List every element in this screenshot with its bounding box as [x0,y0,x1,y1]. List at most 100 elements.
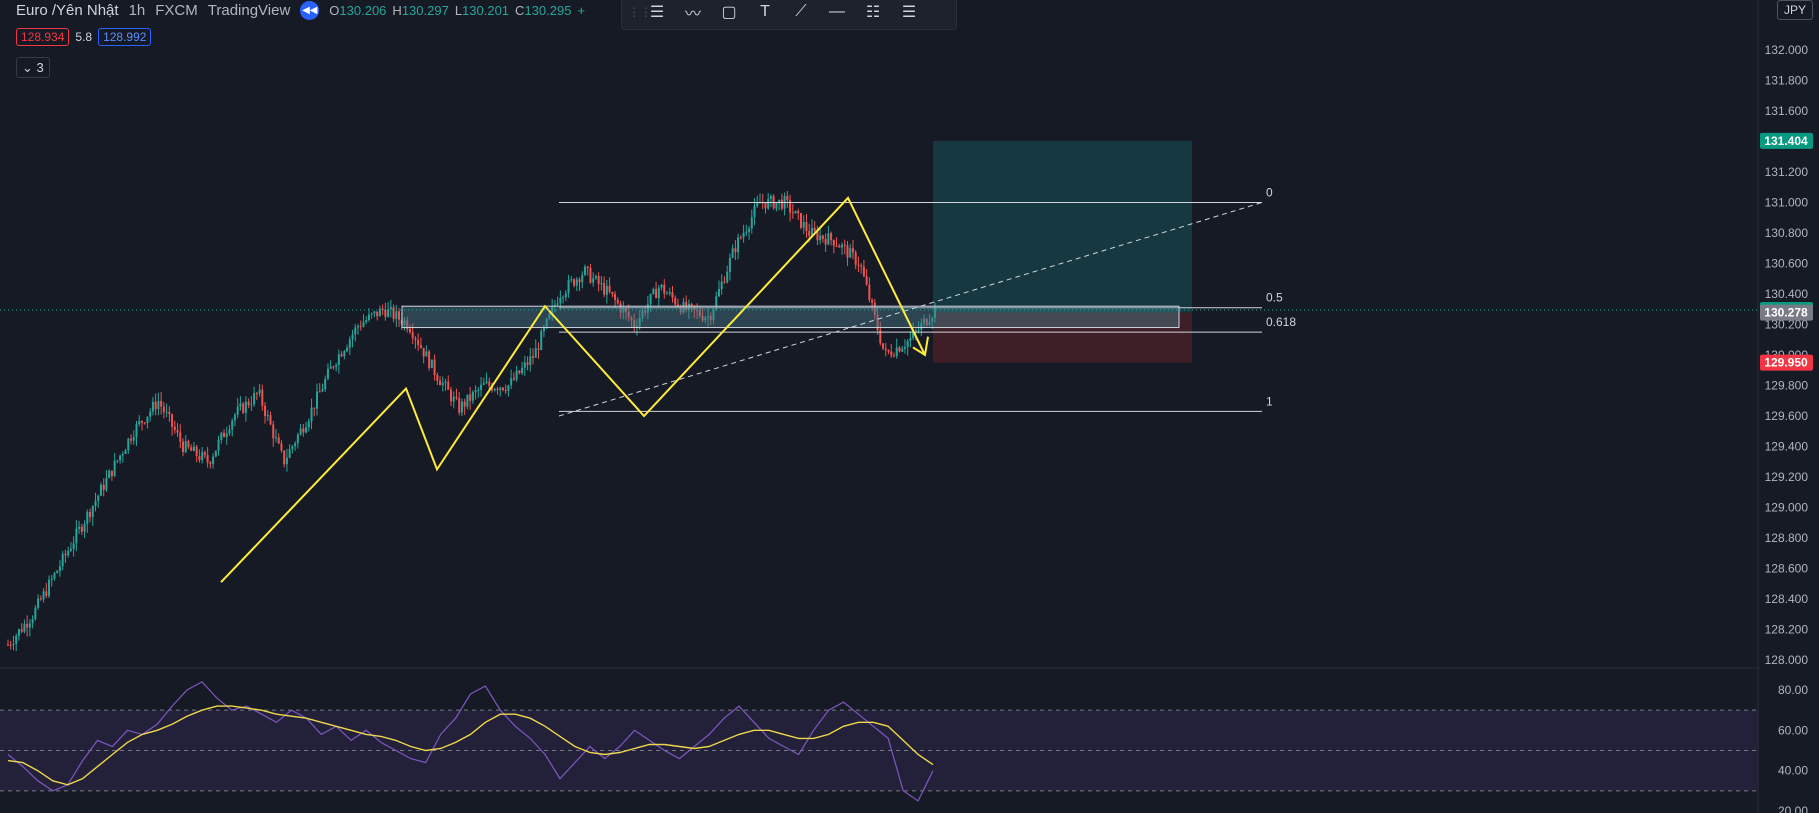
brush-icon[interactable]: ⟋ [795,3,807,20]
candle-body [318,391,321,393]
candle-body [830,233,833,240]
symbol-header[interactable]: Euro /Yên Nhật 1h FXCM TradingView ◀◀ O1… [16,0,585,20]
candle-body [195,446,198,457]
candle-body [526,362,529,366]
rsi-line[interactable] [7,681,934,802]
trend-line[interactable] [558,202,1263,417]
candle-body [797,210,800,214]
symbol-name[interactable]: Euro /Yên Nhật [16,1,119,19]
candle-body [753,205,756,218]
candle-body [548,313,551,319]
interval-label[interactable]: 1h [128,1,146,19]
candle-body [124,450,127,454]
candle-body [228,429,231,434]
hline-icon[interactable]: — [829,3,845,20]
candle-body [556,303,559,305]
indicators-toggle-button[interactable]: ⌄ 3 [16,57,50,78]
candle-body [488,381,491,386]
candle-body [165,411,168,413]
candle-body [605,285,608,295]
settings-lines-icon[interactable]: ☷ [865,4,881,21]
candles[interactable] [7,191,936,652]
candle-body [417,339,420,346]
y-tick-label: 129.800 [1765,379,1809,393]
candle-body [324,378,327,390]
candle-body [532,356,535,358]
candle-body [780,199,783,209]
change-value: + [577,2,586,18]
candle-body [56,570,59,574]
candle-body [406,320,409,330]
candle-body [209,462,212,464]
y-tick-label: 130.400 [1765,287,1809,301]
candle-body [146,416,149,424]
candle-body [728,257,731,272]
candle-body [86,511,89,525]
candle-body [849,248,852,258]
candle-body [756,202,759,206]
y-tick-label: 129.000 [1765,501,1809,515]
rsi-pane[interactable] [0,681,1758,802]
candle-body [430,359,433,369]
candle-body [436,375,439,381]
candle-body [698,310,701,316]
candle-body [914,330,917,332]
target-zone[interactable] [933,140,1192,313]
more-lines-icon[interactable]: ☰ [901,4,917,21]
candle-body [105,478,108,490]
candle-body [48,579,51,596]
y-tick-label: 128.600 [1765,562,1809,576]
candle-body [176,430,179,433]
candle-body [906,340,909,348]
y-tick-label: 128.200 [1765,623,1809,637]
candle-body [31,619,34,624]
candle-body [523,362,526,368]
y-tick-label: 131.800 [1765,74,1809,88]
stop-zone[interactable] [933,312,1192,363]
candle-body [441,382,444,386]
candle-body [813,227,816,232]
candle-body [362,322,365,327]
trend-icon[interactable]: 〰 [684,6,701,23]
candle-body [110,470,113,476]
candle-body [9,644,12,646]
support-zone[interactable] [401,305,1180,329]
rectangle-icon[interactable]: ▢ [721,4,737,21]
candle-body [151,401,154,412]
candle-body [108,470,111,479]
candle-body [745,231,748,233]
grip-icon[interactable]: ⋮⋮ [628,5,652,19]
ohlc-values: O130.206 H130.297 L130.201 C130.295 + [329,3,585,18]
candle-body [184,441,187,452]
candle-body [723,281,726,283]
rsi-ma-line[interactable] [7,705,934,786]
lines-icon[interactable]: ☰ [649,4,665,21]
candle-body [280,443,283,451]
candle-body [843,244,846,246]
y-tick-label: 129.200 [1765,470,1809,484]
candle-body [121,453,124,456]
main-price-chart[interactable]: 0 0.5 0.618 1 [0,140,1758,652]
buy-button[interactable]: 128.992 [98,28,152,46]
price-label-bg [1760,132,1813,149]
candle-body [179,432,182,442]
candle-body [80,526,83,532]
candle-body [917,329,920,331]
candle-body [767,198,770,209]
zigzag-line[interactable] [220,196,926,583]
candle-body [583,266,586,275]
open-value: 130.206 [339,2,387,18]
candle-body [742,232,745,238]
candle-body [42,591,45,600]
candle-body [901,348,904,352]
candle-body [381,308,384,311]
candle-body [778,199,781,203]
y-tick-label: 129.600 [1765,409,1809,423]
replay-icon[interactable]: ◀◀ [300,0,320,20]
text-icon[interactable]: T [760,3,770,20]
sell-button[interactable]: 128.934 [16,28,70,46]
candle-body [666,293,669,295]
exchange-label: FXCM [155,1,198,19]
currency-button[interactable]: JPY [1776,0,1813,20]
